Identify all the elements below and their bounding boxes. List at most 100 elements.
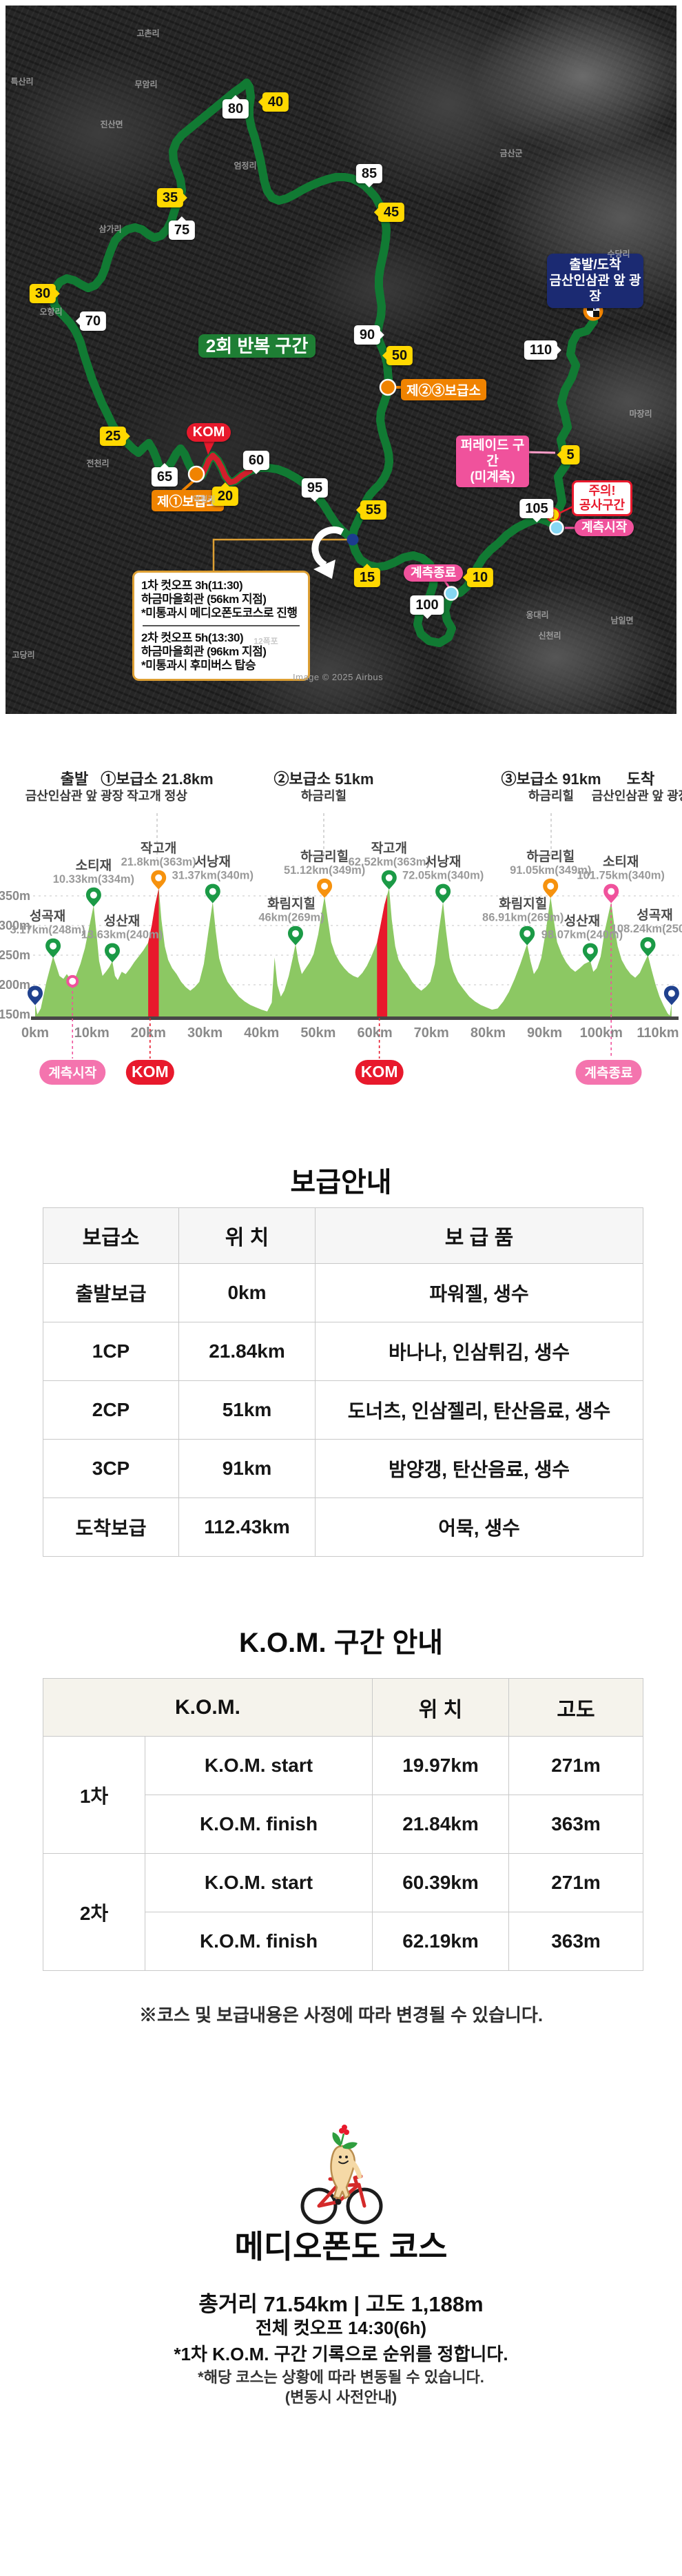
pin-hole [109, 947, 116, 954]
chart-pill-label: 계측종료 [585, 1065, 633, 1081]
mascot-leaves [332, 2125, 358, 2149]
measure-start-marker [549, 520, 564, 535]
chart-pill-label: 계측시작 [48, 1065, 96, 1081]
cp23-marker [379, 378, 397, 396]
map-place-name: 12폭포 [254, 636, 278, 646]
cutoff-divider [143, 625, 300, 626]
km-marker-35: 35 [156, 188, 188, 207]
route-map-svg: ! [49, 79, 603, 647]
peak-pin [603, 883, 619, 903]
supply-cell: 91km [178, 1439, 316, 1498]
kom-cell: K.O.M. start [145, 1853, 373, 1912]
km-marker-10: 10 [462, 568, 494, 587]
elevation-header-title: ②보급소 51km [273, 770, 374, 788]
map-place-name: 수당리 [607, 249, 630, 259]
course-cutoff: 전체 컷오프 14:30(6h) [255, 2318, 427, 2338]
x-tick-label: 20km [131, 1025, 166, 1041]
supply-cell: 112.43km [178, 1497, 316, 1557]
pin-hole [644, 941, 652, 948]
km-marker-pointer [251, 469, 261, 479]
km-marker-pointer [351, 505, 361, 515]
pin-hole [292, 930, 299, 937]
change-notice: ※코스 및 보급내용은 사정에 따라 변경될 수 있습니다. [138, 2005, 544, 2025]
kom-map-label: KOM [187, 423, 231, 442]
peak-value: 91.05km(349m) [510, 864, 591, 877]
kom-col-location: 위 치 [372, 1678, 509, 1737]
peak-pin [105, 943, 120, 963]
chart-pill [125, 1060, 174, 1085]
peak-value: 3.17km(248m) [10, 924, 85, 937]
endpoint-pin [28, 985, 43, 1005]
x-tick-label: 50km [300, 1025, 335, 1041]
map-place-name: 특산리 [10, 76, 34, 87]
km-marker-pointer [364, 183, 374, 192]
km-marker-pointer [254, 97, 263, 107]
peak-name: 서낭재 [425, 855, 461, 870]
km-marker-pointer [369, 207, 379, 217]
km-marker-pointer [362, 559, 372, 569]
x-tick-label: 10km [74, 1025, 110, 1041]
kom-cell: 271m [508, 1853, 643, 1912]
supply-col-station: 보급소 [43, 1207, 179, 1264]
pin-hole [90, 891, 97, 899]
km-marker-50: 50 [382, 346, 413, 365]
course-stats: 총거리 71.54km | 고도 1,188m [198, 2292, 484, 2316]
map-place-name: 오항리 [39, 307, 63, 317]
km-marker-pointer [380, 330, 389, 340]
peak-value: 98.07km(240m) [541, 929, 623, 941]
elevation-header: 출발 금산인삼관 앞 광장 [0, 770, 150, 804]
km-marker-90: 90 [353, 325, 385, 345]
km-marker-5: 5 [557, 445, 580, 464]
ginseng-mascot [300, 2125, 383, 2225]
km-marker-85: 85 [355, 164, 383, 187]
supply-row: 도착보급 112.43km 어묵, 생수 [43, 1497, 643, 1557]
kom-cell: K.O.M. finish [145, 1795, 373, 1854]
peak-name: 작고개 [371, 841, 407, 856]
pin-hole [155, 874, 163, 881]
kom-pill-pointer [203, 438, 216, 455]
km-marker-pointer [557, 345, 566, 355]
kom-row: K.O.M. finish 62.19km 363m [43, 1912, 643, 1971]
supply-row: 출발보급 0km 파워젤, 생수 [43, 1263, 643, 1322]
map-place-name: 무암리 [134, 79, 158, 90]
map-place-name: 옹대리 [526, 610, 549, 620]
supply-row: 1CP 21.84km 바나나, 인삼튀김, 생수 [43, 1322, 643, 1381]
parade-callout: 퍼레이드 구간 (미계측) [456, 436, 529, 487]
elevation-header-sub: 금산인삼관 앞 광장 [25, 789, 124, 803]
kom-cell: 62.19km [372, 1912, 509, 1971]
km-marker-pointer [183, 193, 192, 203]
chart-pill [355, 1060, 404, 1085]
peak-value: 108.24km(250m) [611, 923, 682, 935]
route-parade-section [552, 317, 598, 531]
chart-pill-label: KOM [132, 1063, 169, 1081]
elevation-header-sub: 금산인삼관 앞 광장 [591, 789, 682, 803]
construction-warning-callout: 주의! 공사구간 [572, 480, 632, 516]
peak-value: 21.8km(363m) [121, 856, 196, 868]
kom-cell: 19.97km [372, 1736, 509, 1795]
measure-end-label: 계측종료 [404, 564, 464, 582]
km-marker-pointer [310, 497, 320, 507]
peak-pin [45, 938, 61, 958]
peak-name: 소티재 [603, 855, 639, 870]
x-tick-label: 40km [244, 1025, 279, 1041]
peak-name: 성곡재 [637, 908, 672, 923]
supply-row: 3CP 91km 밤양갱, 탄산음료, 생수 [43, 1439, 643, 1498]
km-marker-pointer [532, 518, 541, 527]
supply-cell: 바나나, 인삼튀김, 생수 [315, 1322, 643, 1381]
repeat-section-label: 2회 반복 구간 [198, 334, 316, 358]
pin-hole [321, 882, 329, 890]
supply-col-items: 보 급 품 [315, 1207, 643, 1264]
kom-header-row: K.O.M. 위 치 고도 [43, 1678, 643, 1737]
km-marker-105: 105 [519, 499, 554, 522]
course-rule: *1차 K.O.M. 구간 기록으로 순위를 정합니다. [174, 2344, 508, 2364]
peak-pin [288, 926, 303, 945]
peak-value: 51.12km(349m) [284, 864, 365, 877]
supply-cell: 어묵, 생수 [315, 1497, 643, 1557]
peak-pin [381, 870, 397, 890]
supply-cell: 출발보급 [43, 1263, 179, 1322]
parade-line1: 퍼레이드 구간 [460, 438, 525, 469]
peak-value: 10.33km(334m) [53, 873, 134, 886]
km-marker-55: 55 [355, 500, 387, 520]
supply-cell: 21.84km [178, 1322, 316, 1381]
peak-pin [151, 870, 167, 890]
